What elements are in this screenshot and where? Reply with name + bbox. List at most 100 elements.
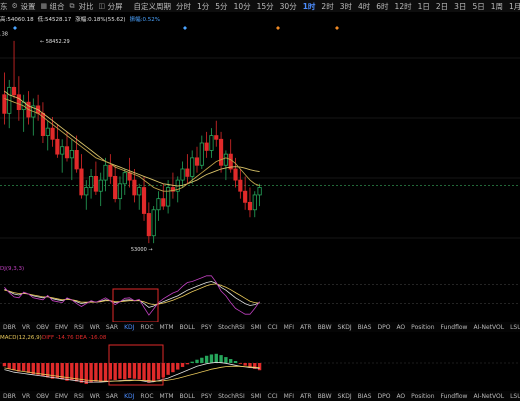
indicator-tab-rsi[interactable]: RSI xyxy=(74,323,84,331)
indicator-tab-sar[interactable]: SAR xyxy=(105,323,119,331)
indicator-tab-lsur[interactable]: LSUR xyxy=(510,323,520,331)
combo-button[interactable]: ▦ 组合 xyxy=(41,1,65,12)
period-13[interactable]: 2日 xyxy=(435,1,449,11)
macd-histogram-bar xyxy=(84,363,88,385)
candle-body xyxy=(2,94,7,114)
indicator-tab-bbw[interactable]: BBW xyxy=(317,323,332,331)
indicator-tab-emv[interactable]: EMV xyxy=(54,323,69,331)
indicator-tab-atr[interactable]: ATR xyxy=(300,392,312,400)
indicator-tab-bbw[interactable]: BBW xyxy=(317,392,332,400)
period-3[interactable]: 10分 xyxy=(233,1,251,11)
indicator-tab-lsur[interactable]: LSUR xyxy=(510,392,520,400)
period-6[interactable]: 1时 xyxy=(302,1,316,11)
period-11[interactable]: 12时 xyxy=(394,1,412,11)
period-5[interactable]: 30分 xyxy=(279,1,297,11)
peak-price-label: ← 58452.29 xyxy=(40,39,70,45)
macd-histogram-bar xyxy=(99,363,103,383)
indicator-tab-kdj[interactable]: KDJ xyxy=(124,323,135,331)
indicator-tab-psy[interactable]: PSY xyxy=(200,323,213,331)
indicator-tab-bias[interactable]: BIAS xyxy=(357,392,372,400)
indicator-tab-ai-netvol[interactable]: AI-NetVOL xyxy=(473,323,505,331)
indicator-tab-stochrsi[interactable]: StochRSI xyxy=(218,323,245,331)
indicator-tab-rsi[interactable]: RSI xyxy=(74,392,84,400)
period-9[interactable]: 4时 xyxy=(357,1,371,11)
candle-body xyxy=(209,135,214,151)
indicator-tab-sar[interactable]: SAR xyxy=(105,392,119,400)
macd-histogram-bar xyxy=(185,363,190,365)
indicator-tab-skdj[interactable]: SKDJ xyxy=(337,323,352,331)
indicator-tab-position[interactable]: Position xyxy=(411,323,435,331)
indicator-tab-cci[interactable]: CCI xyxy=(267,323,278,331)
macd-histogram-bar xyxy=(94,363,98,382)
period-8[interactable]: 3时 xyxy=(339,1,352,11)
indicator-tab-psy[interactable]: PSY xyxy=(200,392,213,400)
indicator-tab-dbr[interactable]: DBR xyxy=(3,323,16,331)
indicator-tab-smi[interactable]: SMI xyxy=(250,323,262,331)
period-0[interactable]: 分时 xyxy=(176,1,191,11)
indicator-tab-fundflow[interactable]: Fundflow xyxy=(440,392,468,400)
indicator-tab-stochrsi[interactable]: StochRSI xyxy=(218,392,245,400)
kdj-highlight-box xyxy=(112,288,159,323)
indicator-tab-roc[interactable]: ROC xyxy=(140,323,154,331)
period-2[interactable]: 5分 xyxy=(215,1,228,11)
macd-histogram-bar xyxy=(190,361,194,363)
split-screen-button[interactable]: ◫ 分屏 xyxy=(99,1,123,12)
indicator-tab-wr[interactable]: WR xyxy=(89,323,100,331)
indicator-tab-dpo[interactable]: DPO xyxy=(377,323,391,331)
indicator-tab-dbr[interactable]: DBR xyxy=(3,392,16,400)
indicator-tab-cci[interactable]: CCI xyxy=(267,392,278,400)
indicator-tab-mtm[interactable]: MTM xyxy=(159,323,174,331)
indicator-tab-ai-netvol[interactable]: AI-NetVOL xyxy=(473,392,505,400)
indicator-tab-emv[interactable]: EMV xyxy=(54,392,69,400)
indicator-tab-smi[interactable]: SMI xyxy=(250,392,262,400)
indicator-tab-mfi[interactable]: MFI xyxy=(283,323,295,331)
period-4[interactable]: 15分 xyxy=(256,1,274,11)
macd-histogram-bar xyxy=(17,363,21,372)
candle-body xyxy=(127,172,132,181)
candle-body xyxy=(60,146,65,155)
split-label: 分屏 xyxy=(107,1,123,11)
period-15[interactable]: 5日 xyxy=(472,1,485,11)
macd-histogram-bar xyxy=(200,357,204,363)
indicator-tab-boll[interactable]: BOLL xyxy=(179,323,195,331)
macd-histogram-bar xyxy=(12,363,16,371)
indicator-tab-kdj[interactable]: KDJ xyxy=(124,392,135,400)
indicator-tab-obv[interactable]: OBV xyxy=(36,323,49,331)
macd-histogram-bar xyxy=(103,363,108,382)
custom-period-button[interactable]: 自定义周期 xyxy=(134,1,172,12)
indicator-tab-vr[interactable]: VR xyxy=(21,323,31,331)
indicator-tab-wr[interactable]: WR xyxy=(89,392,100,400)
indicator-tab-boll[interactable]: BOLL xyxy=(179,392,195,400)
indicator-tab-mtm[interactable]: MTM xyxy=(159,392,174,400)
candle-body xyxy=(98,179,103,192)
indicator-tab-position[interactable]: Position xyxy=(411,392,435,400)
indicator-tab-skdj[interactable]: SKDJ xyxy=(337,392,352,400)
indicator-tab-dpo[interactable]: DPO xyxy=(377,392,391,400)
macd-histogram-bar xyxy=(26,363,31,373)
compare-button[interactable]: ⧉ 对比 xyxy=(70,1,94,12)
indicator-tab-mfi[interactable]: MFI xyxy=(283,392,295,400)
indicator-tab-vr[interactable]: VR xyxy=(21,392,31,400)
period-14[interactable]: 3日 xyxy=(454,1,467,11)
macd-histogram-bar xyxy=(55,363,60,379)
period-1[interactable]: 1分 xyxy=(197,1,210,11)
period-12[interactable]: 1日 xyxy=(417,1,430,11)
candle-body xyxy=(141,187,147,214)
change-info: 涨幅:0.18%(55.62) xyxy=(75,17,126,23)
settings-button[interactable]: ⚙ 设置 xyxy=(12,1,36,12)
indicator-tab-atr[interactable]: ATR xyxy=(300,323,312,331)
macd-histogram-bar xyxy=(209,354,214,363)
period-7[interactable]: 2时 xyxy=(321,1,334,11)
indicator-tab-ao[interactable]: AO xyxy=(396,323,406,331)
period-16[interactable]: 1周 xyxy=(490,1,503,11)
indicator-tab-fundflow[interactable]: Fundflow xyxy=(440,323,468,331)
indicator-tab-bias[interactable]: BIAS xyxy=(357,323,372,331)
indicator-tab-obv[interactable]: OBV xyxy=(36,392,49,400)
period-17[interactable]: 1月 xyxy=(509,1,520,11)
period-10[interactable]: 6时 xyxy=(376,1,389,11)
candle-body xyxy=(50,127,55,140)
indicator-tab-roc[interactable]: ROC xyxy=(140,392,154,400)
candle-body xyxy=(79,168,84,196)
indicator-tab-ao[interactable]: AO xyxy=(396,392,406,400)
